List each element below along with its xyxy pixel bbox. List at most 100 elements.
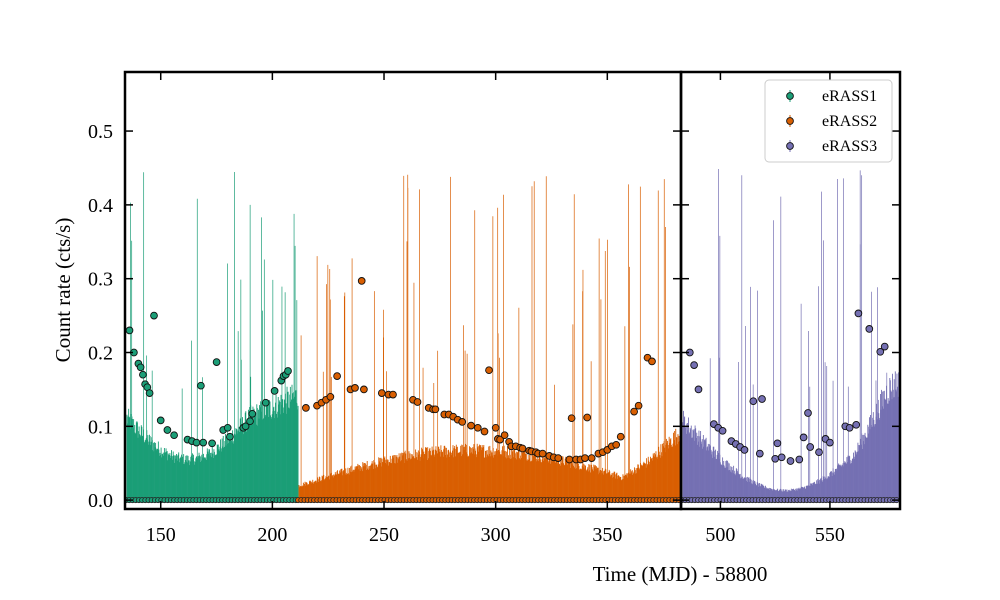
data-point-erass3 (826, 438, 834, 447)
x-tick-label: 150 (146, 524, 176, 546)
data-point-erass3 (690, 361, 698, 369)
data-point-erass2 (616, 432, 625, 441)
data-point-erass1 (208, 439, 216, 448)
zero-count-markers-right (681, 497, 900, 504)
y-tick-label: 0.4 (88, 195, 113, 217)
data-point-erass1 (223, 423, 232, 432)
data-point-erass1 (192, 438, 201, 447)
data-point-erass2 (467, 421, 475, 430)
data-point-erass2 (581, 454, 589, 462)
data-point-erass2 (634, 401, 643, 410)
data-points-layer (125, 277, 889, 465)
data-point-erass2 (565, 455, 574, 464)
x-tick-label: 500 (705, 524, 735, 546)
legend-box (764, 79, 893, 163)
data-point-erass1 (125, 326, 134, 335)
data-point-erass2 (351, 384, 359, 392)
x-tick-label: 200 (257, 524, 287, 546)
y-tick-label: 0.0 (88, 490, 113, 512)
data-point-erass2 (648, 357, 656, 366)
right-panel-frame (679, 70, 902, 511)
legend: eRASS1 eRASS2 eRASS3 (764, 79, 893, 163)
data-point-erass2 (538, 449, 547, 458)
data-point-erass1 (284, 367, 292, 375)
data-point-erass2 (567, 414, 576, 423)
data-point-erass2 (357, 277, 366, 285)
data-point-erass1 (199, 438, 208, 447)
data-point-erass3 (786, 457, 795, 465)
data-point-erass3 (758, 395, 766, 403)
data-point-erass1 (163, 426, 172, 434)
data-point-erass2 (360, 385, 368, 394)
data-point-erass3 (771, 454, 780, 463)
data-point-erass3 (804, 409, 812, 417)
data-point-erass3 (806, 443, 815, 451)
data-point-erass2 (491, 423, 500, 432)
legend-marker (786, 142, 794, 150)
data-point-erass2 (583, 413, 592, 422)
data-point-erass2 (413, 398, 422, 406)
legend-label: eRASS3 (822, 138, 877, 155)
error-bar-layer-left (126, 172, 681, 501)
data-point-erass1 (261, 398, 270, 407)
data-point-erass3 (865, 325, 874, 333)
data-point-erass1 (212, 358, 221, 366)
x-tick-label: 300 (481, 524, 511, 546)
data-point-erass3 (694, 385, 703, 394)
data-point-erass3 (880, 342, 889, 351)
x-axis-label: Time (MJD) - 58800 (593, 562, 768, 586)
y-tick-label: 0.1 (88, 416, 113, 438)
data-point-erass2 (485, 366, 493, 375)
data-point-erass1 (136, 363, 145, 372)
data-point-erass2 (333, 372, 341, 380)
x-tick-label: 250 (369, 524, 399, 546)
data-point-erass2 (473, 423, 482, 432)
y-tick-label: 0.3 (88, 269, 113, 291)
data-point-erass3 (777, 453, 786, 462)
data-point-erass3 (876, 347, 885, 356)
data-point-erass1 (248, 409, 257, 418)
data-point-erass3 (815, 448, 823, 457)
y-axis-label: Count rate (cts/s) (51, 218, 75, 363)
data-point-erass2 (326, 392, 335, 401)
data-point-erass2 (630, 407, 638, 416)
x-tick-label: 350 (592, 524, 622, 546)
data-point-erass2 (431, 405, 440, 414)
legend-marker (786, 117, 794, 125)
data-point-erass1 (150, 311, 158, 320)
zero-count-markers-left (125, 497, 681, 504)
data-point-erass1 (170, 431, 178, 440)
data-point-erass3 (852, 420, 861, 429)
data-point-erass3 (740, 446, 749, 454)
legend-label: eRASS1 (822, 88, 877, 105)
data-point-erass2 (500, 431, 509, 440)
legend-marker (786, 92, 794, 100)
data-point-erass2 (612, 440, 621, 449)
data-point-erass2 (554, 454, 563, 462)
data-point-erass1 (197, 381, 205, 390)
x-tick-label: 550 (815, 524, 845, 546)
y-tick-label: 0.5 (88, 121, 113, 143)
data-point-erass2 (302, 404, 310, 412)
legend-label: eRASS2 (822, 113, 877, 130)
data-point-erass3 (799, 433, 808, 442)
data-point-erass1 (226, 432, 234, 441)
data-point-erass2 (389, 390, 397, 399)
data-point-erass1 (145, 389, 154, 397)
data-point-erass2 (480, 427, 489, 436)
data-point-erass3 (755, 449, 764, 458)
data-point-erass3 (749, 397, 758, 406)
data-point-erass1 (241, 422, 250, 431)
data-point-erass2 (587, 454, 596, 462)
data-point-erass3 (854, 309, 863, 318)
error-bar-layer-right (682, 169, 900, 501)
data-point-erass3 (795, 455, 804, 464)
axes-layer: 0.0 0.1 0.2 0.3 0.4 0.5 150 200 250 300 350 500 550 (88, 72, 900, 546)
y-tick-label: 0.2 (88, 343, 113, 365)
data-point-erass1 (139, 370, 147, 379)
data-point-erass3 (773, 439, 782, 448)
data-point-erass2 (377, 389, 386, 397)
data-point-erass1 (270, 387, 279, 395)
data-point-erass3 (718, 426, 727, 435)
